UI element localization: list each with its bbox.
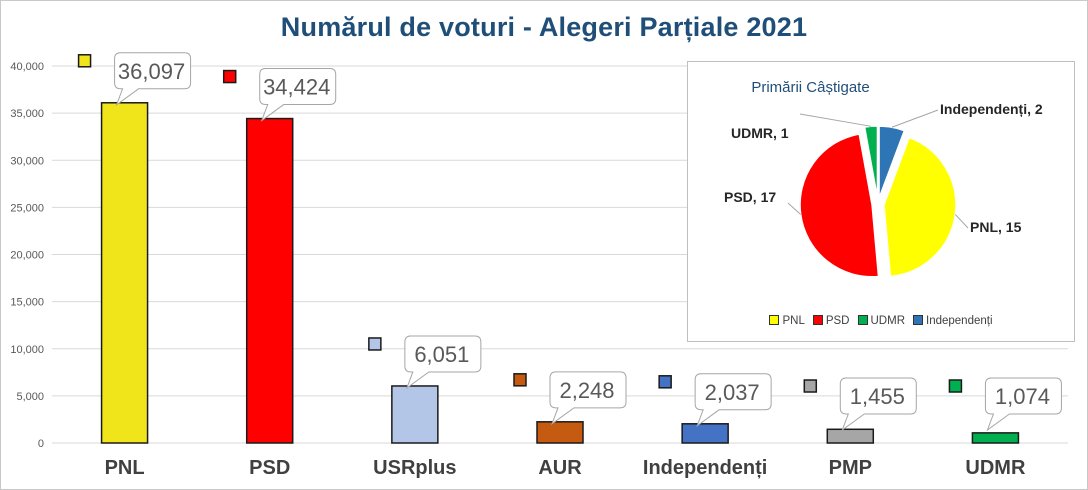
- legend-key: [77, 54, 92, 68]
- data-label-callout: [839, 377, 917, 432]
- pie-inset: Primării Câștigate PNL, 15 PSD, 17 UDMR, 1…: [687, 61, 1075, 342]
- pie-legend-label: UDMR: [870, 315, 906, 327]
- pie-legend-item: Independenți: [913, 315, 993, 327]
- bar: [536, 421, 584, 444]
- legend-key: [368, 337, 382, 351]
- y-tick-label: 20,000: [10, 250, 44, 262]
- bar: [971, 432, 1020, 444]
- pie-slice-label: Independenți, 2: [940, 101, 1043, 117]
- x-category-label: AUR: [538, 457, 582, 479]
- pie-legend-label: PSD: [825, 315, 850, 327]
- x-category-label: Independenți: [643, 457, 767, 479]
- x-category-label: PNL: [105, 457, 145, 479]
- data-label: 2,037: [705, 380, 760, 405]
- pie-slice-label: PSD, 17: [724, 189, 776, 205]
- pie-legend-label: Independenți: [926, 315, 993, 327]
- x-category-label: USRplus: [373, 457, 456, 479]
- data-label-callout: [404, 335, 482, 390]
- legend-key: [803, 379, 818, 393]
- pie-leader-line: [891, 109, 939, 128]
- bar: [826, 428, 875, 444]
- pie-legend-swatch: [812, 315, 823, 325]
- y-tick-label: 25,000: [10, 202, 44, 214]
- pie-slice: [878, 125, 906, 199]
- pie-slice-label: PNL, 15: [970, 219, 1022, 235]
- pie-legend-item: UDMR: [857, 315, 906, 327]
- legend-key: [948, 379, 963, 393]
- chart-title: Numărul de voturi - Alegeri Parțiale 202…: [280, 12, 808, 42]
- data-label: 34,424: [263, 75, 330, 100]
- y-tick-label: 35,000: [10, 108, 44, 120]
- pie-legend-item: PSD: [812, 315, 850, 327]
- bar: [681, 423, 729, 444]
- bar: [100, 102, 149, 444]
- pie-slice-label: UDMR, 1: [731, 125, 789, 141]
- y-tick-label: 40,000: [10, 61, 44, 73]
- data-label: 1,455: [850, 384, 905, 409]
- pie-legend: PNL PSD UDMR Independenți: [688, 315, 1074, 327]
- pie-title: Primării Câștigate: [751, 79, 870, 96]
- data-label: 2,248: [559, 378, 614, 403]
- pie-legend-swatch: [913, 315, 923, 325]
- data-label-callout: [984, 377, 1062, 432]
- legend-key: [658, 375, 672, 389]
- pie-chart: PNL, 15 PSD, 17 UDMR, 1 Independenți, 2: [724, 101, 1043, 278]
- y-tick-label: 0: [38, 438, 44, 450]
- data-label-callout: [694, 373, 772, 428]
- y-tick-label: 15,000: [10, 297, 44, 309]
- data-label: 36,097: [118, 59, 185, 84]
- pie-legend-swatch: [857, 315, 868, 325]
- data-label-callout: [259, 68, 337, 122]
- pie-leader-line: [787, 202, 802, 215]
- data-label: 1,074: [995, 384, 1050, 409]
- bar: [391, 385, 439, 444]
- legend-key: [513, 373, 527, 387]
- pie-legend-label: PNL: [782, 315, 805, 327]
- data-label-callout: [114, 52, 192, 107]
- data-label-callout: [549, 371, 627, 426]
- pie-slice: [799, 133, 880, 278]
- legend-key: [222, 69, 237, 84]
- y-tick-label: 5,000: [16, 391, 44, 403]
- pie-leader-line: [799, 113, 872, 127]
- pie-legend-swatch: [769, 315, 780, 325]
- data-label: 6,051: [414, 342, 469, 367]
- pie-legend-item: PNL: [769, 315, 805, 327]
- x-category-label: UDMR: [965, 457, 1026, 479]
- y-tick-label: 10,000: [10, 344, 44, 356]
- x-category-label: PSD: [249, 457, 290, 479]
- x-category-label: PMP: [829, 457, 872, 479]
- y-tick-label: 30,000: [10, 155, 44, 167]
- pie-leader-line: [954, 214, 969, 229]
- bar: [245, 117, 294, 444]
